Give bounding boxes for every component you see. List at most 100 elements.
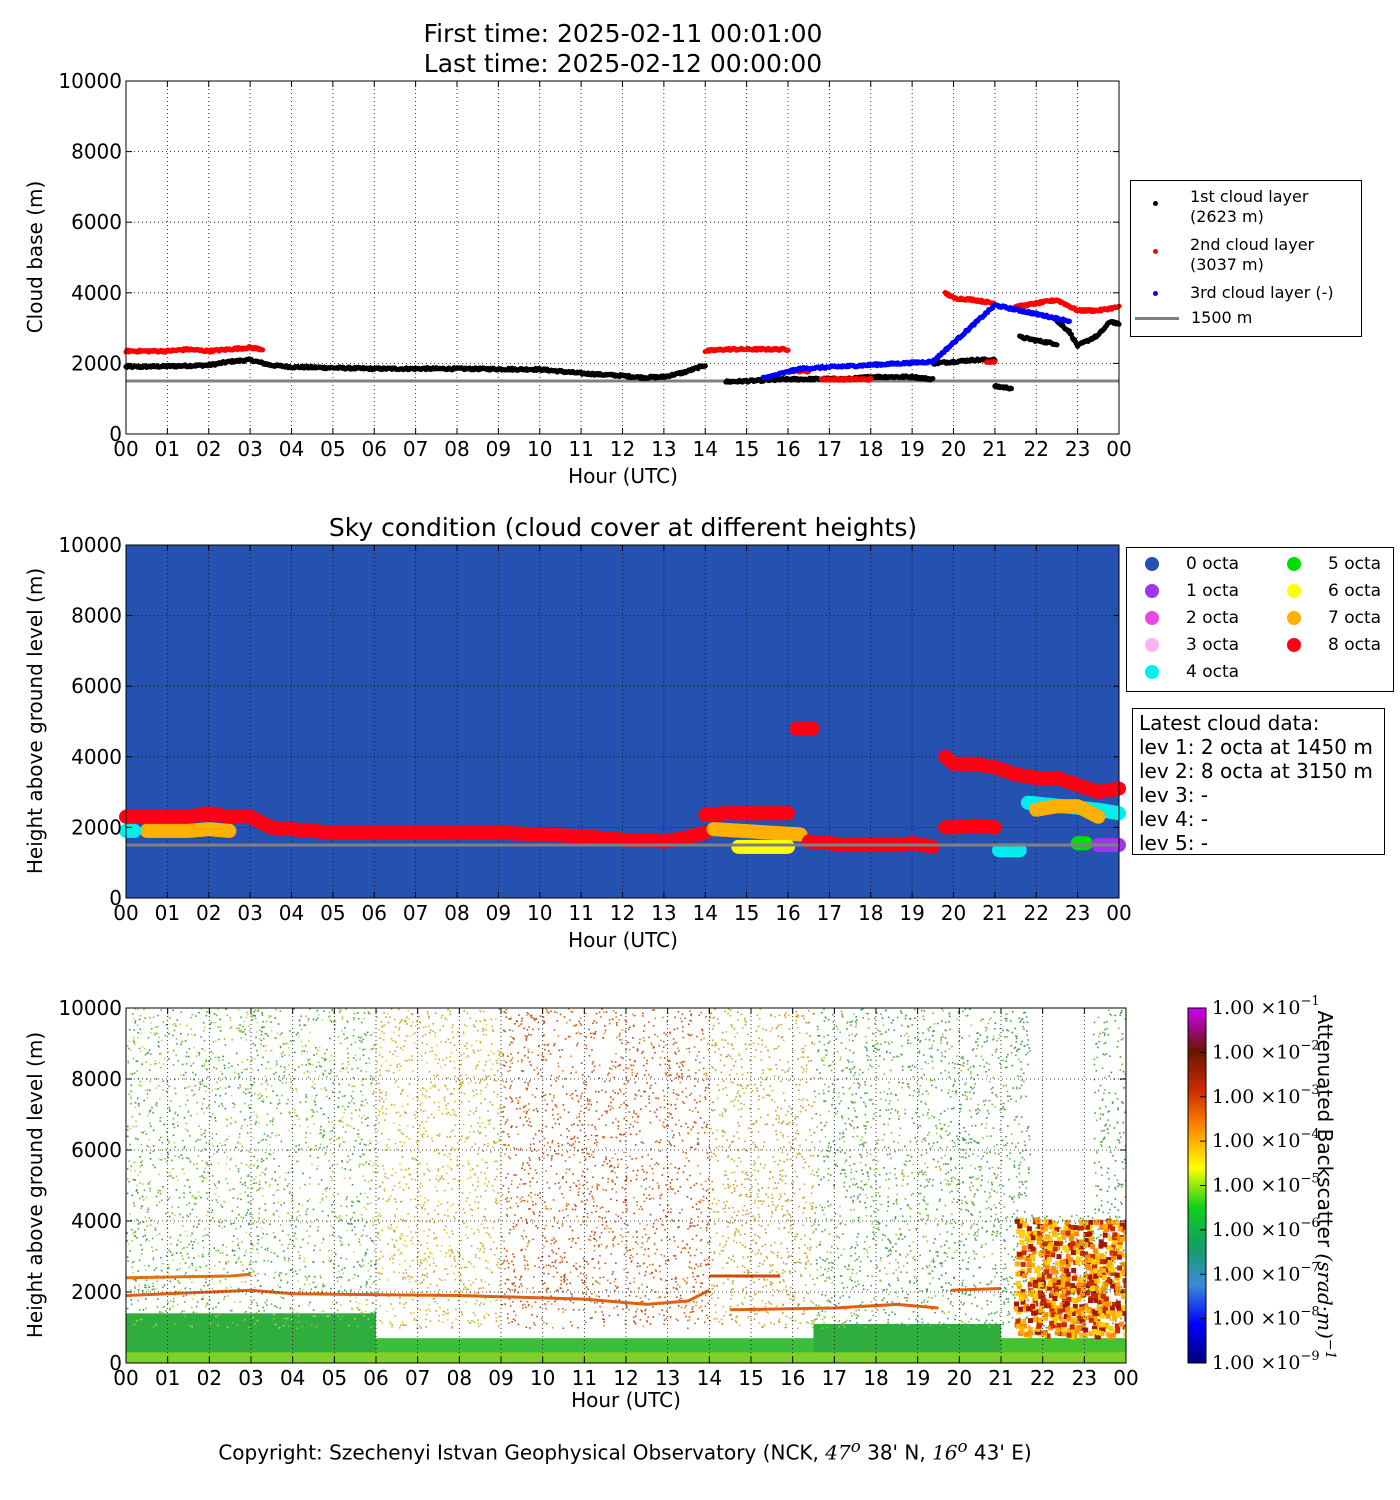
backscatter-speckle — [248, 1173, 250, 1176]
backscatter-speckle — [137, 1037, 140, 1039]
backscatter-speckle — [304, 1265, 307, 1268]
backscatter-speckle — [157, 1298, 159, 1300]
backscatter-speckle — [204, 1148, 206, 1151]
backscatter-speckle — [185, 1318, 188, 1321]
backscatter-speckle — [186, 1235, 189, 1238]
backscatter-speckle — [358, 1309, 361, 1311]
backscatter-speckle — [174, 1278, 177, 1281]
backscatter-speckle — [325, 1190, 328, 1192]
backscatter-speckle — [260, 1158, 263, 1160]
backscatter-speckle — [186, 1253, 189, 1255]
backscatter-speckle — [232, 1250, 234, 1252]
backscatter-speckle — [159, 1311, 161, 1313]
backscatter-speckle — [215, 1314, 217, 1316]
backscatter-speckle — [183, 1196, 185, 1199]
sky-condition-panel: 00 01 02 03 04 05 06 07 08 09 10 11 12 13 14 15 16 17 18 19… — [23, 533, 1132, 952]
backscatter-speckle — [238, 1076, 240, 1079]
backscatter-speckle — [331, 1010, 334, 1013]
backscatter-speckle — [149, 1080, 152, 1083]
backscatter-speckle — [150, 1027, 153, 1030]
backscatter-speckle — [294, 1232, 296, 1235]
backscatter-speckle — [320, 1125, 322, 1128]
backscatter-speckle — [180, 1252, 182, 1254]
backscatter-speckle — [339, 1070, 342, 1073]
backscatter-speckle — [139, 1155, 141, 1158]
backscatter-speckle — [262, 1101, 265, 1103]
backscatter-speckle — [357, 1136, 360, 1139]
backscatter-speckle — [139, 1182, 142, 1184]
backscatter-speckle — [232, 1102, 235, 1104]
backscatter-speckle — [187, 1215, 190, 1218]
backscatter-speckle — [278, 1102, 281, 1104]
backscatter-speckle — [338, 1219, 341, 1222]
backscatter-speckle — [193, 1294, 196, 1297]
backscatter-speckle — [326, 1315, 329, 1318]
backscatter-speckle — [160, 1052, 162, 1055]
backscatter-speckle — [186, 1024, 188, 1027]
backscatter-speckle — [134, 1285, 136, 1287]
backscatter-speckle — [205, 1085, 208, 1088]
backscatter-speckle — [360, 1104, 363, 1107]
backscatter-speckle — [350, 1288, 352, 1291]
backscatter-speckle — [142, 1020, 145, 1023]
backscatter-speckle — [255, 1149, 257, 1152]
backscatter-speckle — [135, 1125, 137, 1128]
backscatter-speckle — [265, 1079, 268, 1082]
backscatter-speckle — [358, 1200, 361, 1203]
backscatter-speckle — [323, 1130, 326, 1133]
backscatter-speckle — [353, 1212, 356, 1214]
backscatter-speckle — [260, 1083, 263, 1086]
backscatter-speckle — [149, 1053, 152, 1056]
backscatter-speckle — [341, 1268, 343, 1271]
backscatter-speckle — [237, 1027, 240, 1030]
backscatter-speckle — [216, 1151, 218, 1153]
backscatter-speckle — [214, 1021, 217, 1024]
backscatter-speckle — [145, 1286, 147, 1289]
backscatter-speckle — [183, 1117, 186, 1119]
backscatter-speckle — [257, 1238, 260, 1241]
backscatter-speckle — [157, 1189, 159, 1192]
backscatter-speckle — [164, 1148, 167, 1151]
backscatter-speckle — [237, 1073, 240, 1075]
backscatter-speckle — [306, 1221, 308, 1224]
backscatter-speckle — [346, 1222, 349, 1225]
backscatter-speckle — [168, 1106, 171, 1109]
backscatter-speckle — [177, 1281, 180, 1284]
backscatter-speckle — [245, 1092, 247, 1095]
backscatter-speckle — [324, 1087, 326, 1089]
backscatter-speckle — [367, 1181, 370, 1183]
backscatter-speckle — [136, 1219, 138, 1221]
backscatter-speckle — [306, 1126, 309, 1128]
backscatter-speckle — [323, 1134, 325, 1136]
backscatter-speckle — [127, 1322, 130, 1325]
backscatter-speckle — [260, 1034, 263, 1036]
x-tick-label: 14 — [693, 901, 718, 925]
backscatter-speckle — [147, 1051, 150, 1054]
backscatter-speckle — [132, 1232, 134, 1235]
backscatter-speckle — [162, 1306, 165, 1308]
backscatter-speckle — [143, 1229, 146, 1231]
backscatter-speckle — [257, 1122, 260, 1124]
backscatter-speckle — [285, 1081, 287, 1084]
backscatter-speckle — [211, 1113, 214, 1115]
backscatter-speckle — [129, 1143, 131, 1146]
x-tick-label: 08 — [444, 437, 469, 461]
backscatter-speckle — [145, 1307, 147, 1310]
backscatter-speckle — [256, 1021, 259, 1024]
backscatter-speckle — [203, 1098, 205, 1100]
backscatter-speckle — [291, 1033, 293, 1036]
backscatter-speckle — [278, 1274, 281, 1276]
backscatter-speckle — [308, 1072, 311, 1074]
backscatter-speckle — [148, 1112, 151, 1114]
backscatter-speckle — [276, 1032, 279, 1034]
backscatter-speckle — [262, 1020, 265, 1023]
backscatter-speckle — [356, 1306, 359, 1309]
backscatter-speckle — [372, 1092, 375, 1095]
backscatter-speckle — [157, 1158, 160, 1160]
backscatter-speckle — [294, 1123, 296, 1126]
backscatter-speckle — [332, 1226, 334, 1229]
backscatter-speckle — [255, 1182, 257, 1184]
backscatter-speckle — [169, 1307, 171, 1309]
backscatter-speckle — [212, 1307, 214, 1310]
backscatter-speckle — [217, 1314, 220, 1317]
